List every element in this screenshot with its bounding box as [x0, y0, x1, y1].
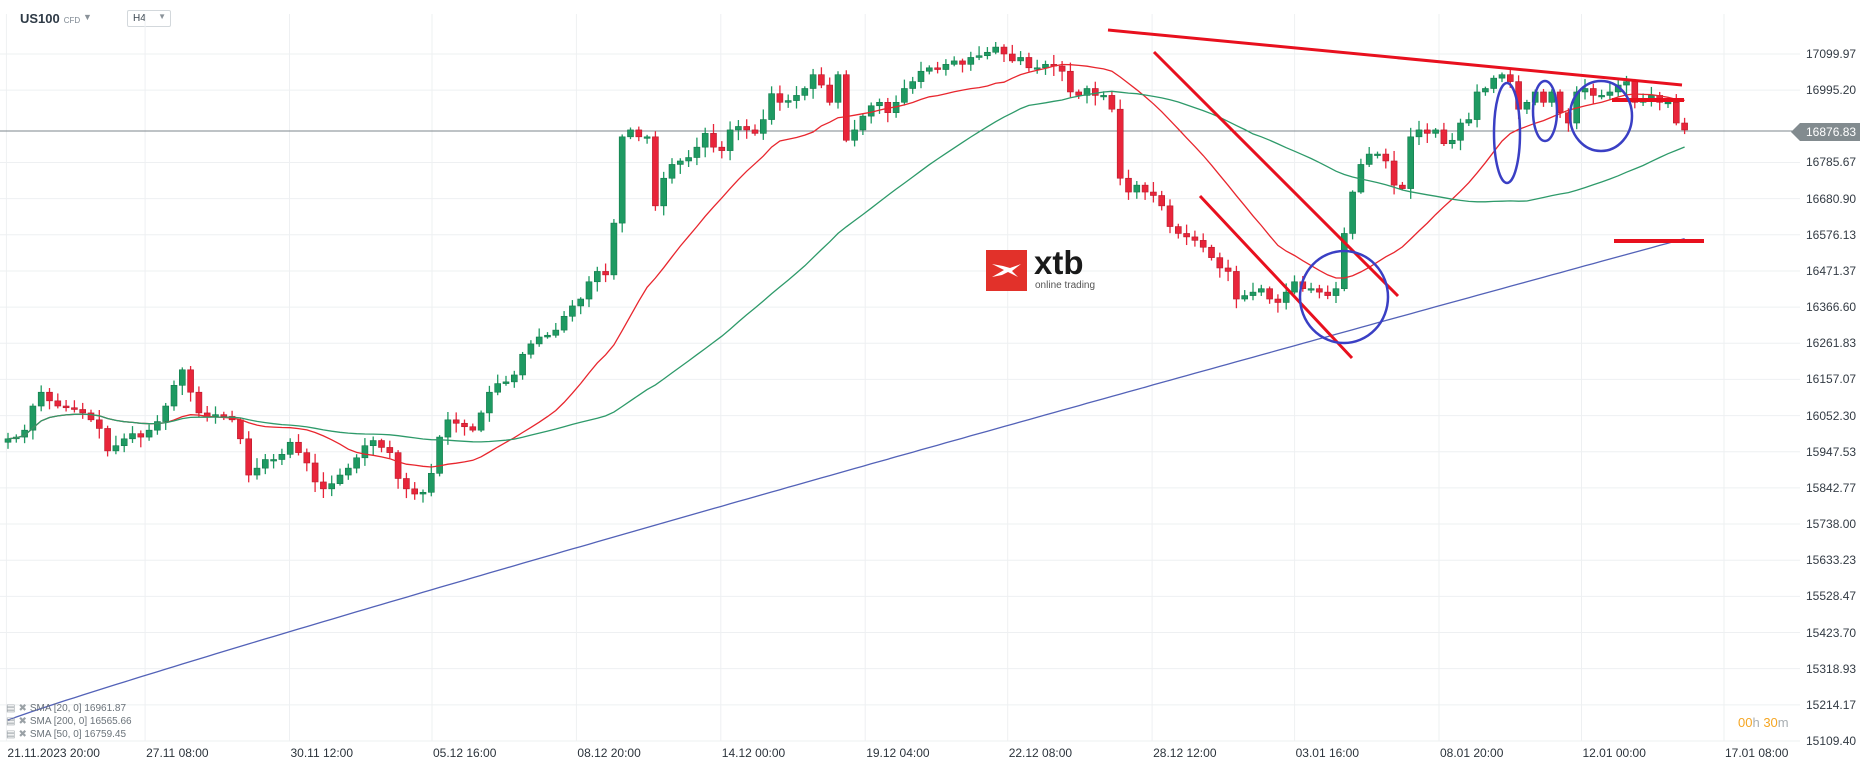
price-tick-label: 15842.77	[1806, 480, 1857, 495]
time-tick-label: 22.12 08:00	[1008, 746, 1073, 760]
timeframe-value: H4	[133, 13, 146, 24]
price-tick-label: 16785.67	[1806, 155, 1857, 170]
symbol-type: CFD	[63, 16, 81, 25]
price-tick-label: 15423.70	[1806, 625, 1857, 640]
legend-sma-50[interactable]: ▤ ✖ SMA [50, 0] 16759.45	[6, 729, 126, 740]
time-tick-label: 03.01 16:00	[1295, 746, 1359, 760]
price-tick-label: 16995.20	[1806, 83, 1857, 98]
symbol-selector[interactable]: US100 CFD	[20, 11, 80, 26]
close-icon[interactable]: ✖	[18, 729, 27, 740]
price-tick-label: 15947.53	[1806, 444, 1857, 459]
chevron-down-icon: ▼	[158, 12, 166, 21]
legend-label: SMA [200, 0] 16565.66	[29, 716, 132, 727]
brand-tagline: online trading	[1035, 280, 1096, 291]
legend-label: SMA [50, 0] 16759.45	[29, 729, 127, 740]
brand-name: xtb	[1034, 244, 1084, 281]
price-tick-label: 15109.40	[1806, 734, 1857, 748]
time-tick-label: 21.11.2023 20:00	[7, 746, 100, 760]
settings-icon[interactable]: ▤	[6, 716, 16, 727]
price-tick-label: 16261.83	[1806, 336, 1857, 351]
time-tick-label: 30.11 12:00	[290, 746, 354, 760]
price-tick-label: 16052.30	[1806, 408, 1857, 423]
time-tick-label: 19.12 04:00	[866, 746, 930, 760]
timer-h-unit: h	[1752, 715, 1760, 730]
price-tick-label: 16157.07	[1806, 372, 1857, 387]
close-icon[interactable]: ✖	[18, 716, 27, 727]
price-tick-label: 15528.47	[1806, 589, 1857, 604]
time-tick-label: 08.12 20:00	[577, 746, 641, 760]
price-tick-label: 16471.37	[1806, 263, 1857, 278]
timeframe-select[interactable]: H4 ▼	[127, 10, 171, 27]
candle-countdown: 00h 30m	[1738, 715, 1789, 730]
timer-hours: 00	[1738, 715, 1753, 730]
xtb-logo-icon	[986, 250, 1027, 291]
time-tick-label: 14.12 00:00	[721, 746, 786, 760]
close-icon[interactable]: ✖	[18, 703, 27, 714]
legend-sma-200[interactable]: ▤ ✖ SMA [200, 0] 16565.66	[6, 716, 132, 727]
price-tick-label: 15214.17	[1806, 697, 1857, 712]
price-tick-label: 15738.00	[1806, 517, 1857, 532]
price-tick-label: 16576.13	[1806, 227, 1857, 242]
price-tick-label: 16680.90	[1806, 191, 1857, 206]
time-tick-label: 28.12 12:00	[1153, 746, 1217, 760]
timer-minutes: 30	[1763, 715, 1778, 730]
legend-label: SMA [20, 0] 16961.87	[29, 703, 127, 714]
price-tick-label: 16366.60	[1806, 300, 1857, 315]
last-price-badge: 16876.83	[1791, 123, 1860, 141]
settings-icon[interactable]: ▤	[6, 729, 16, 740]
chevron-down-icon[interactable]: ▼	[83, 12, 92, 22]
price-tick-label: 17099.97	[1806, 47, 1857, 61]
legend-sma-20[interactable]: ▤ ✖ SMA [20, 0] 16961.87	[6, 703, 126, 714]
time-tick-label: 05.12 16:00	[433, 746, 497, 760]
timer-m-unit: m	[1777, 715, 1789, 730]
symbol-name: US100	[20, 11, 60, 26]
chart-header: US100 CFD ▼ H4 ▼	[0, 0, 1866, 38]
time-tick-label: 27.11 08:00	[146, 746, 209, 760]
time-tick-label: 08.01 20:00	[1440, 746, 1504, 760]
time-tick-label: 17.01 08:00	[1725, 746, 1789, 760]
settings-icon[interactable]: ▤	[6, 703, 16, 714]
price-tick-label: 15318.93	[1806, 661, 1857, 676]
price-tick-label: 15633.23	[1806, 553, 1857, 568]
time-tick-label: 12.01 00:00	[1582, 746, 1646, 760]
